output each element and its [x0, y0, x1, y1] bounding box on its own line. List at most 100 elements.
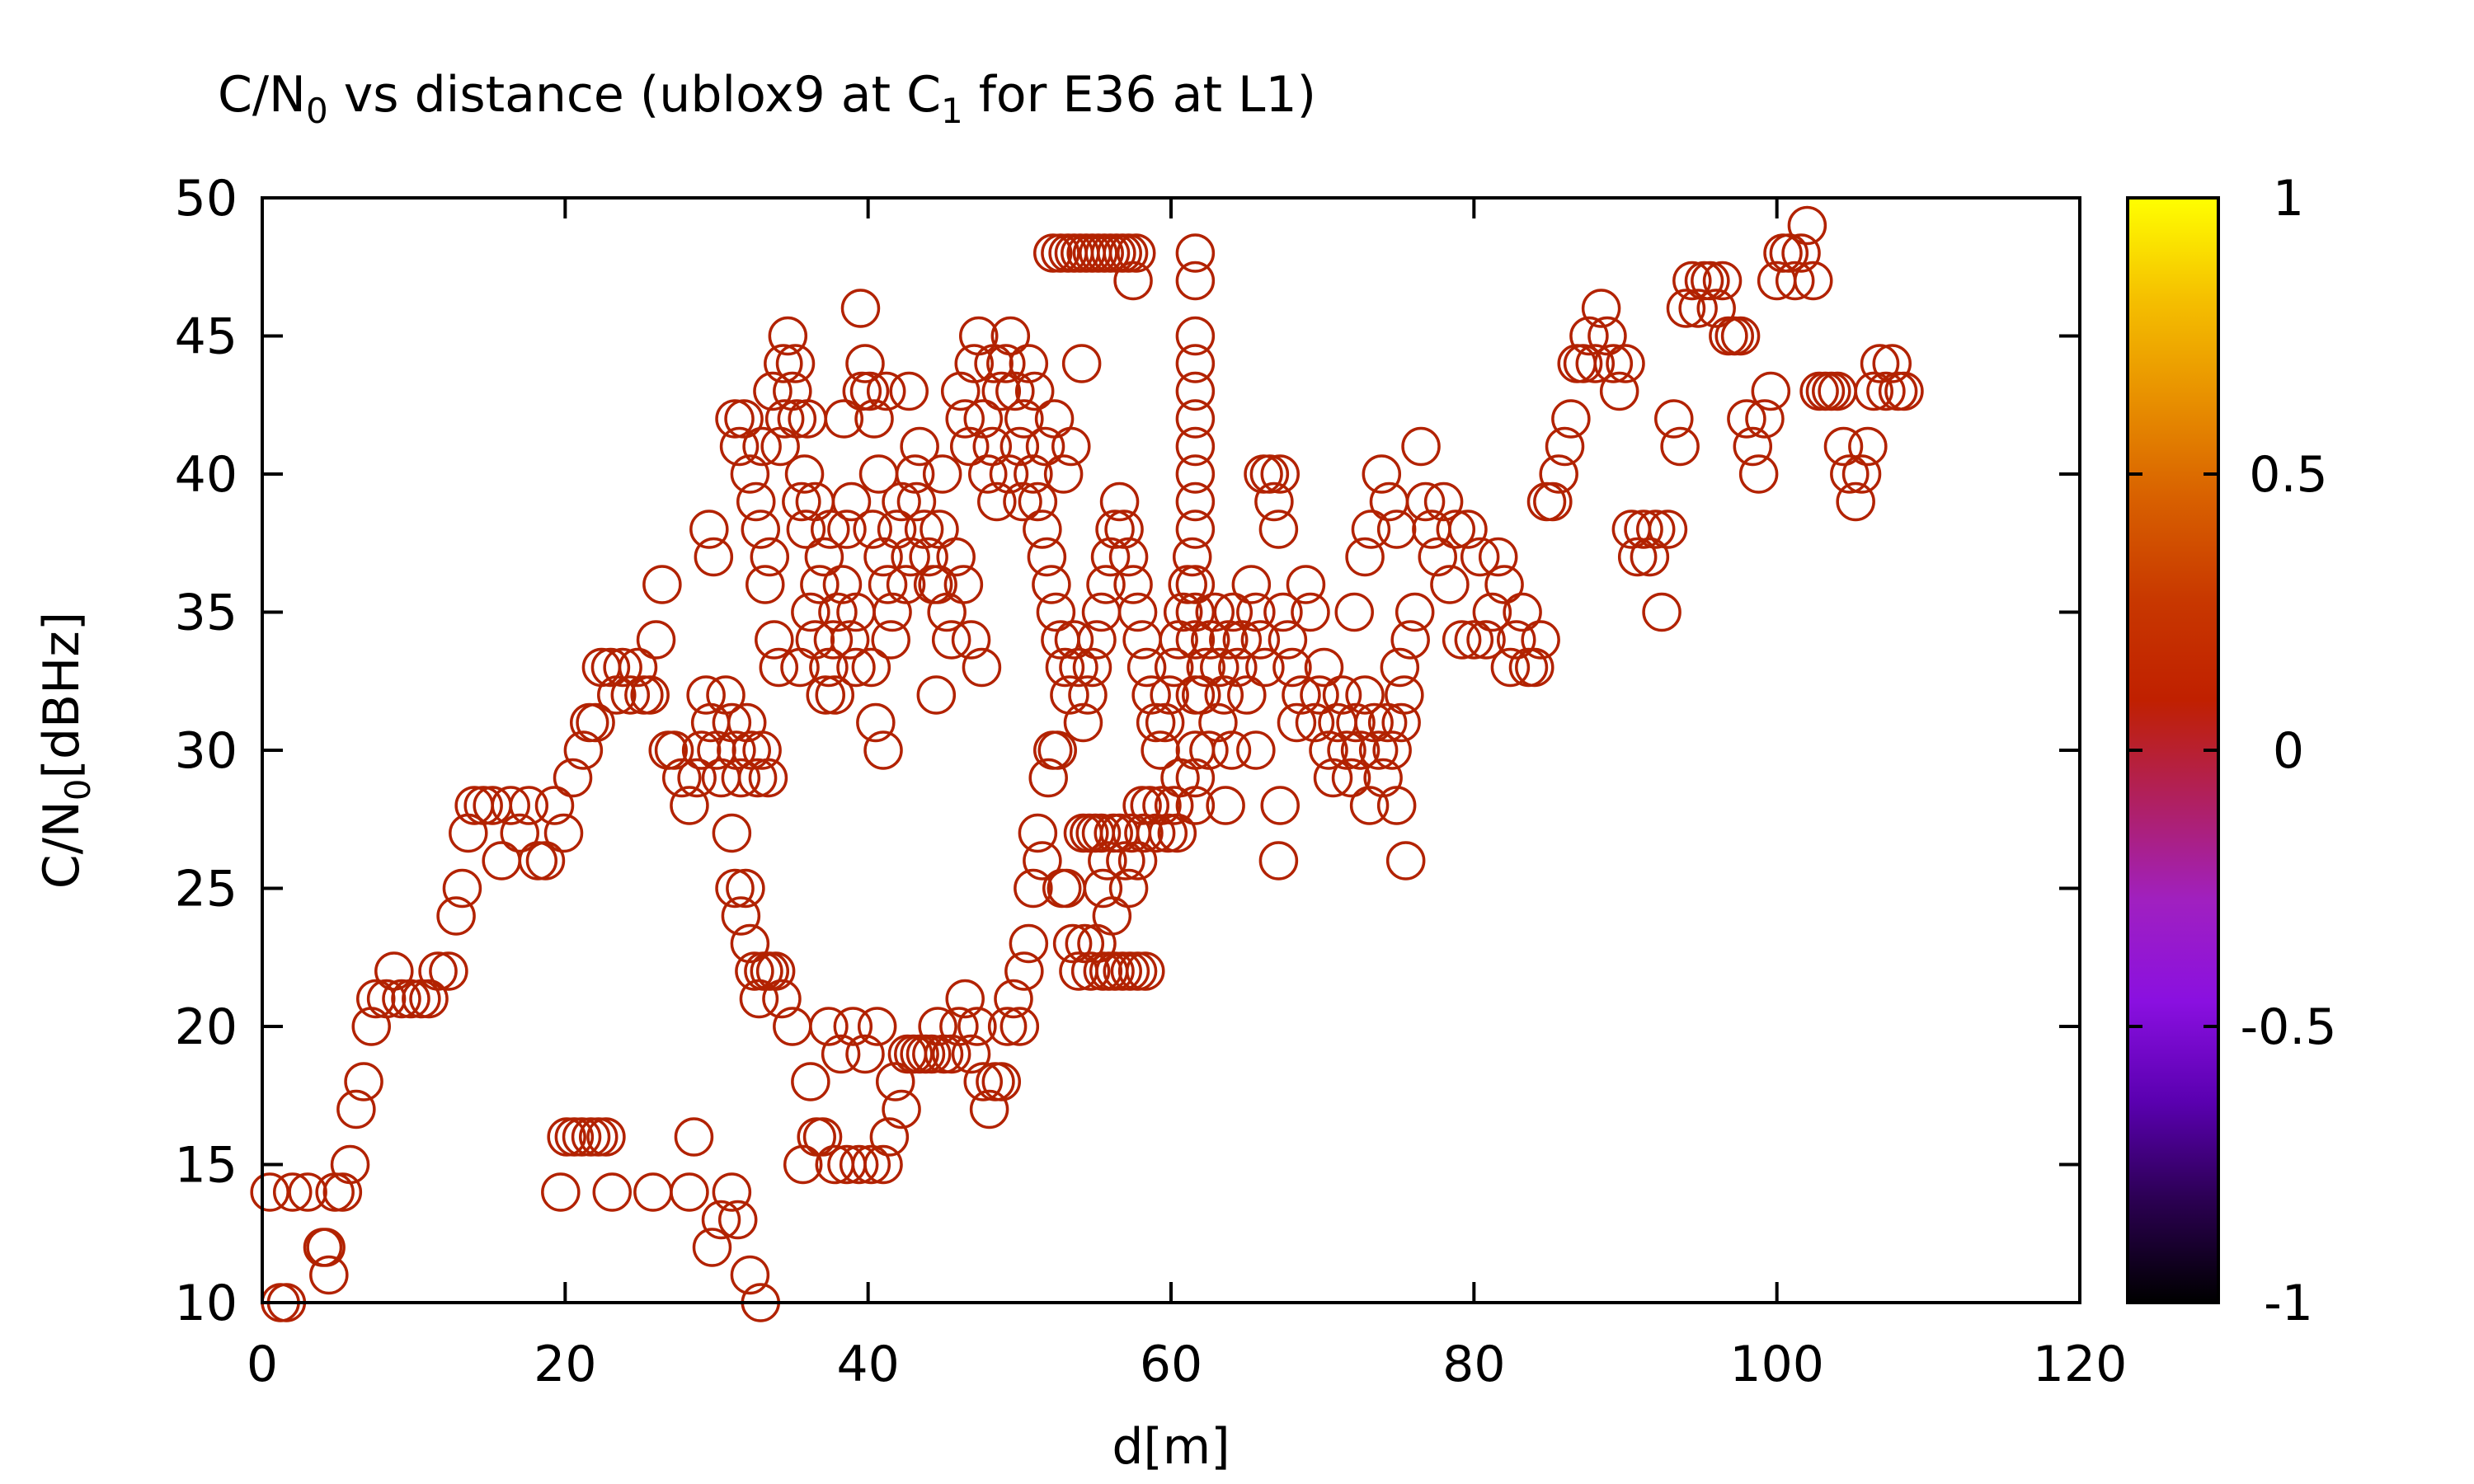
- data-point: [730, 454, 770, 494]
- x-tick-label: 40: [836, 1336, 899, 1393]
- data-point: [753, 371, 793, 411]
- data-point: [1090, 537, 1131, 577]
- data-point: [1032, 565, 1071, 604]
- data-point: [1334, 592, 1374, 632]
- data-point: [1175, 510, 1216, 549]
- data-point: [1304, 647, 1344, 688]
- y-tick-label: 50: [175, 170, 238, 228]
- data-point: [726, 868, 765, 909]
- y-tick-label: 30: [175, 722, 238, 780]
- data-point: [1191, 620, 1230, 660]
- data-point: [1460, 537, 1500, 577]
- data-point: [1309, 730, 1348, 770]
- data-point: [1351, 510, 1391, 549]
- data-point: [963, 399, 1004, 439]
- data-point: [1260, 786, 1300, 825]
- data-point: [742, 730, 782, 770]
- data-point: [1340, 730, 1380, 770]
- data-point: [918, 565, 957, 604]
- y-axis-label: C/N0[dBHz]: [33, 612, 98, 889]
- data-point: [1175, 565, 1216, 604]
- data-point: [1442, 620, 1482, 660]
- data-point: [1245, 647, 1285, 688]
- data-point: [1136, 813, 1176, 853]
- data-point: [863, 730, 903, 770]
- data-point: [1175, 454, 1216, 494]
- data-point: [1052, 923, 1093, 964]
- data-point: [1720, 316, 1761, 356]
- data-point: [1145, 702, 1185, 743]
- data-point: [1130, 786, 1170, 825]
- data-point: [943, 565, 984, 604]
- data-point: [804, 537, 844, 577]
- data-point: [954, 344, 994, 383]
- data-point: [854, 399, 894, 439]
- data-point: [1385, 841, 1426, 881]
- data-point: [1095, 510, 1135, 549]
- colorbar-tick-label: -1: [2264, 1275, 2313, 1332]
- data-point: [1068, 675, 1108, 715]
- data-point: [869, 1117, 910, 1157]
- data-point: [845, 1034, 885, 1074]
- data-point: [788, 399, 827, 439]
- data-point: [518, 841, 558, 881]
- data-point: [974, 344, 1014, 383]
- data-point: [981, 371, 1022, 411]
- data-point: [940, 371, 981, 411]
- data-point: [482, 841, 521, 881]
- data-point: [1028, 758, 1068, 798]
- data-point: [1186, 647, 1225, 688]
- data-point: [1160, 758, 1200, 798]
- data-point: [630, 675, 670, 715]
- data-point: [1213, 592, 1253, 632]
- data-point: [250, 1172, 289, 1212]
- data-point: [851, 647, 891, 688]
- data-point: [1286, 565, 1326, 604]
- data-point: [755, 951, 796, 991]
- data-point: [1666, 289, 1706, 328]
- data-point: [1258, 841, 1299, 881]
- data-point: [912, 1034, 952, 1074]
- data-point: [1032, 233, 1073, 273]
- data-point: [1204, 675, 1244, 715]
- data-point: [1063, 702, 1103, 743]
- data-point: [951, 620, 991, 660]
- data-point: [836, 647, 876, 688]
- data-point: [1117, 233, 1156, 273]
- data-point: [1884, 371, 1924, 411]
- data-point: [1781, 233, 1821, 273]
- data-point: [1345, 537, 1385, 577]
- data-point: [1606, 344, 1645, 383]
- data-point: [1478, 537, 1518, 577]
- data-point: [1418, 537, 1458, 577]
- data-point: [736, 481, 776, 522]
- data-point: [724, 399, 764, 439]
- data-point: [525, 841, 566, 881]
- data-point: [1405, 481, 1446, 522]
- data-point: [1065, 923, 1105, 964]
- data-point: [1436, 510, 1476, 549]
- data-point: [571, 1117, 611, 1157]
- data-point: [1448, 510, 1488, 549]
- data-point: [1095, 951, 1135, 991]
- data-point: [1108, 233, 1149, 273]
- data-point: [821, 1034, 861, 1074]
- data-point: [717, 730, 756, 770]
- data-point: [791, 592, 830, 632]
- data-point: [1037, 730, 1077, 770]
- data-point: [1117, 592, 1158, 632]
- data-point: [1385, 675, 1424, 715]
- data-point: [1823, 426, 1864, 467]
- data-point: [1009, 923, 1049, 964]
- data-point: [791, 1062, 830, 1101]
- data-point: [1872, 344, 1912, 383]
- data-point: [1401, 426, 1441, 467]
- data-point: [1124, 813, 1164, 853]
- data-point: [719, 426, 760, 467]
- data-point: [1175, 758, 1216, 798]
- data-point: [1362, 454, 1402, 494]
- data-point: [1103, 951, 1142, 991]
- data-point: [741, 510, 781, 549]
- data-point: [1003, 481, 1042, 522]
- data-points: [250, 205, 1924, 1322]
